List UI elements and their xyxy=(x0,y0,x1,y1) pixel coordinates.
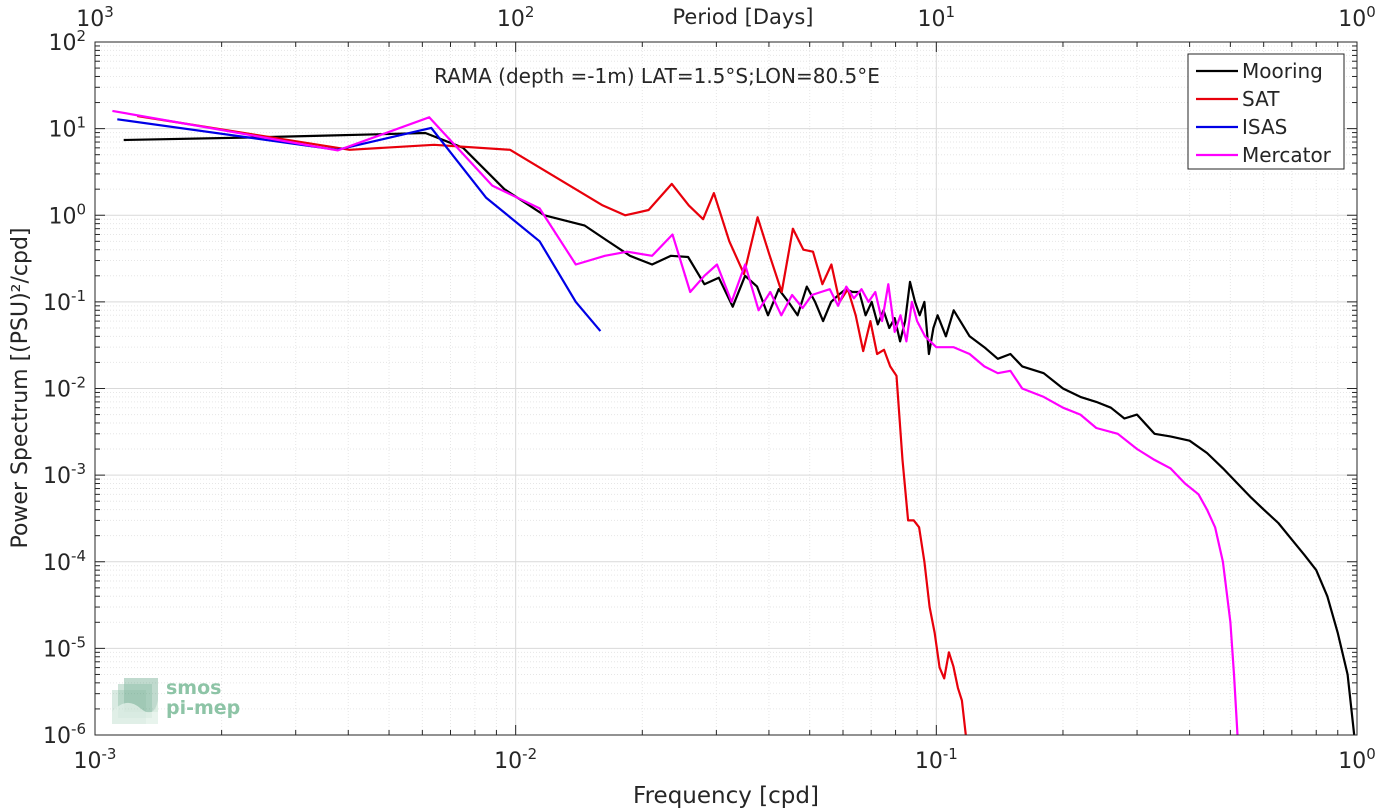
legend-label-sat: SAT xyxy=(1242,87,1280,111)
x2-axis-label: Period [Days] xyxy=(673,5,814,29)
x-tick-label: 100 xyxy=(1338,745,1376,774)
logo-text-pi-mep: pi-mep xyxy=(166,697,240,719)
y-tick-label: 10-1 xyxy=(43,287,86,316)
legend-box xyxy=(1187,53,1345,170)
axis-ticks xyxy=(94,41,1358,736)
y-tick-label: 10-3 xyxy=(43,460,86,489)
grid-minor xyxy=(95,42,1357,735)
x-tick-label: 10-2 xyxy=(494,745,537,774)
series-layer xyxy=(112,109,1356,736)
y-tick-label: 10-6 xyxy=(43,720,86,749)
x2-tick-label: 102 xyxy=(497,3,535,32)
y-tick-label: 102 xyxy=(48,27,86,56)
y-tick-label: 10-4 xyxy=(43,547,86,576)
x2-tick-label: 100 xyxy=(1338,3,1376,32)
chart-title: RAMA (depth =-1m) LAT=1.5°S;LON=80.5°E xyxy=(434,64,880,88)
series-line-mercator xyxy=(112,109,1239,736)
y-tick-label: 101 xyxy=(48,114,86,143)
legend-label-mooring: Mooring xyxy=(1242,59,1323,83)
x-tick-label: 10-1 xyxy=(915,745,958,774)
legend: Mooring SAT ISAS Mercator xyxy=(1187,53,1345,170)
logo-text-smos: smos xyxy=(166,677,221,699)
legend-label-isas: ISAS xyxy=(1242,115,1287,139)
x-tick-label: 10-3 xyxy=(74,745,117,774)
y-tick-label: 10-5 xyxy=(43,633,86,662)
logo-mark xyxy=(112,678,158,724)
y-tick-label: 100 xyxy=(48,200,86,229)
x-axis-label: Frequency [cpd] xyxy=(633,783,819,809)
legend-label-mercator: Mercator xyxy=(1242,143,1332,167)
y-axis-label: Power Spectrum [(PSU)²/cpd] xyxy=(8,227,33,548)
x2-tick-label: 103 xyxy=(76,3,114,32)
y-tick-label: 10-2 xyxy=(43,374,86,403)
x2-tick-label: 101 xyxy=(918,3,956,32)
smos-pi-mep-logo: smos pi-mep xyxy=(112,677,240,724)
axis-tick-labels: 10-3 103 10-2 102 10-1 101 100 100 10-6 10-5 10-4 1… xyxy=(43,3,1376,774)
